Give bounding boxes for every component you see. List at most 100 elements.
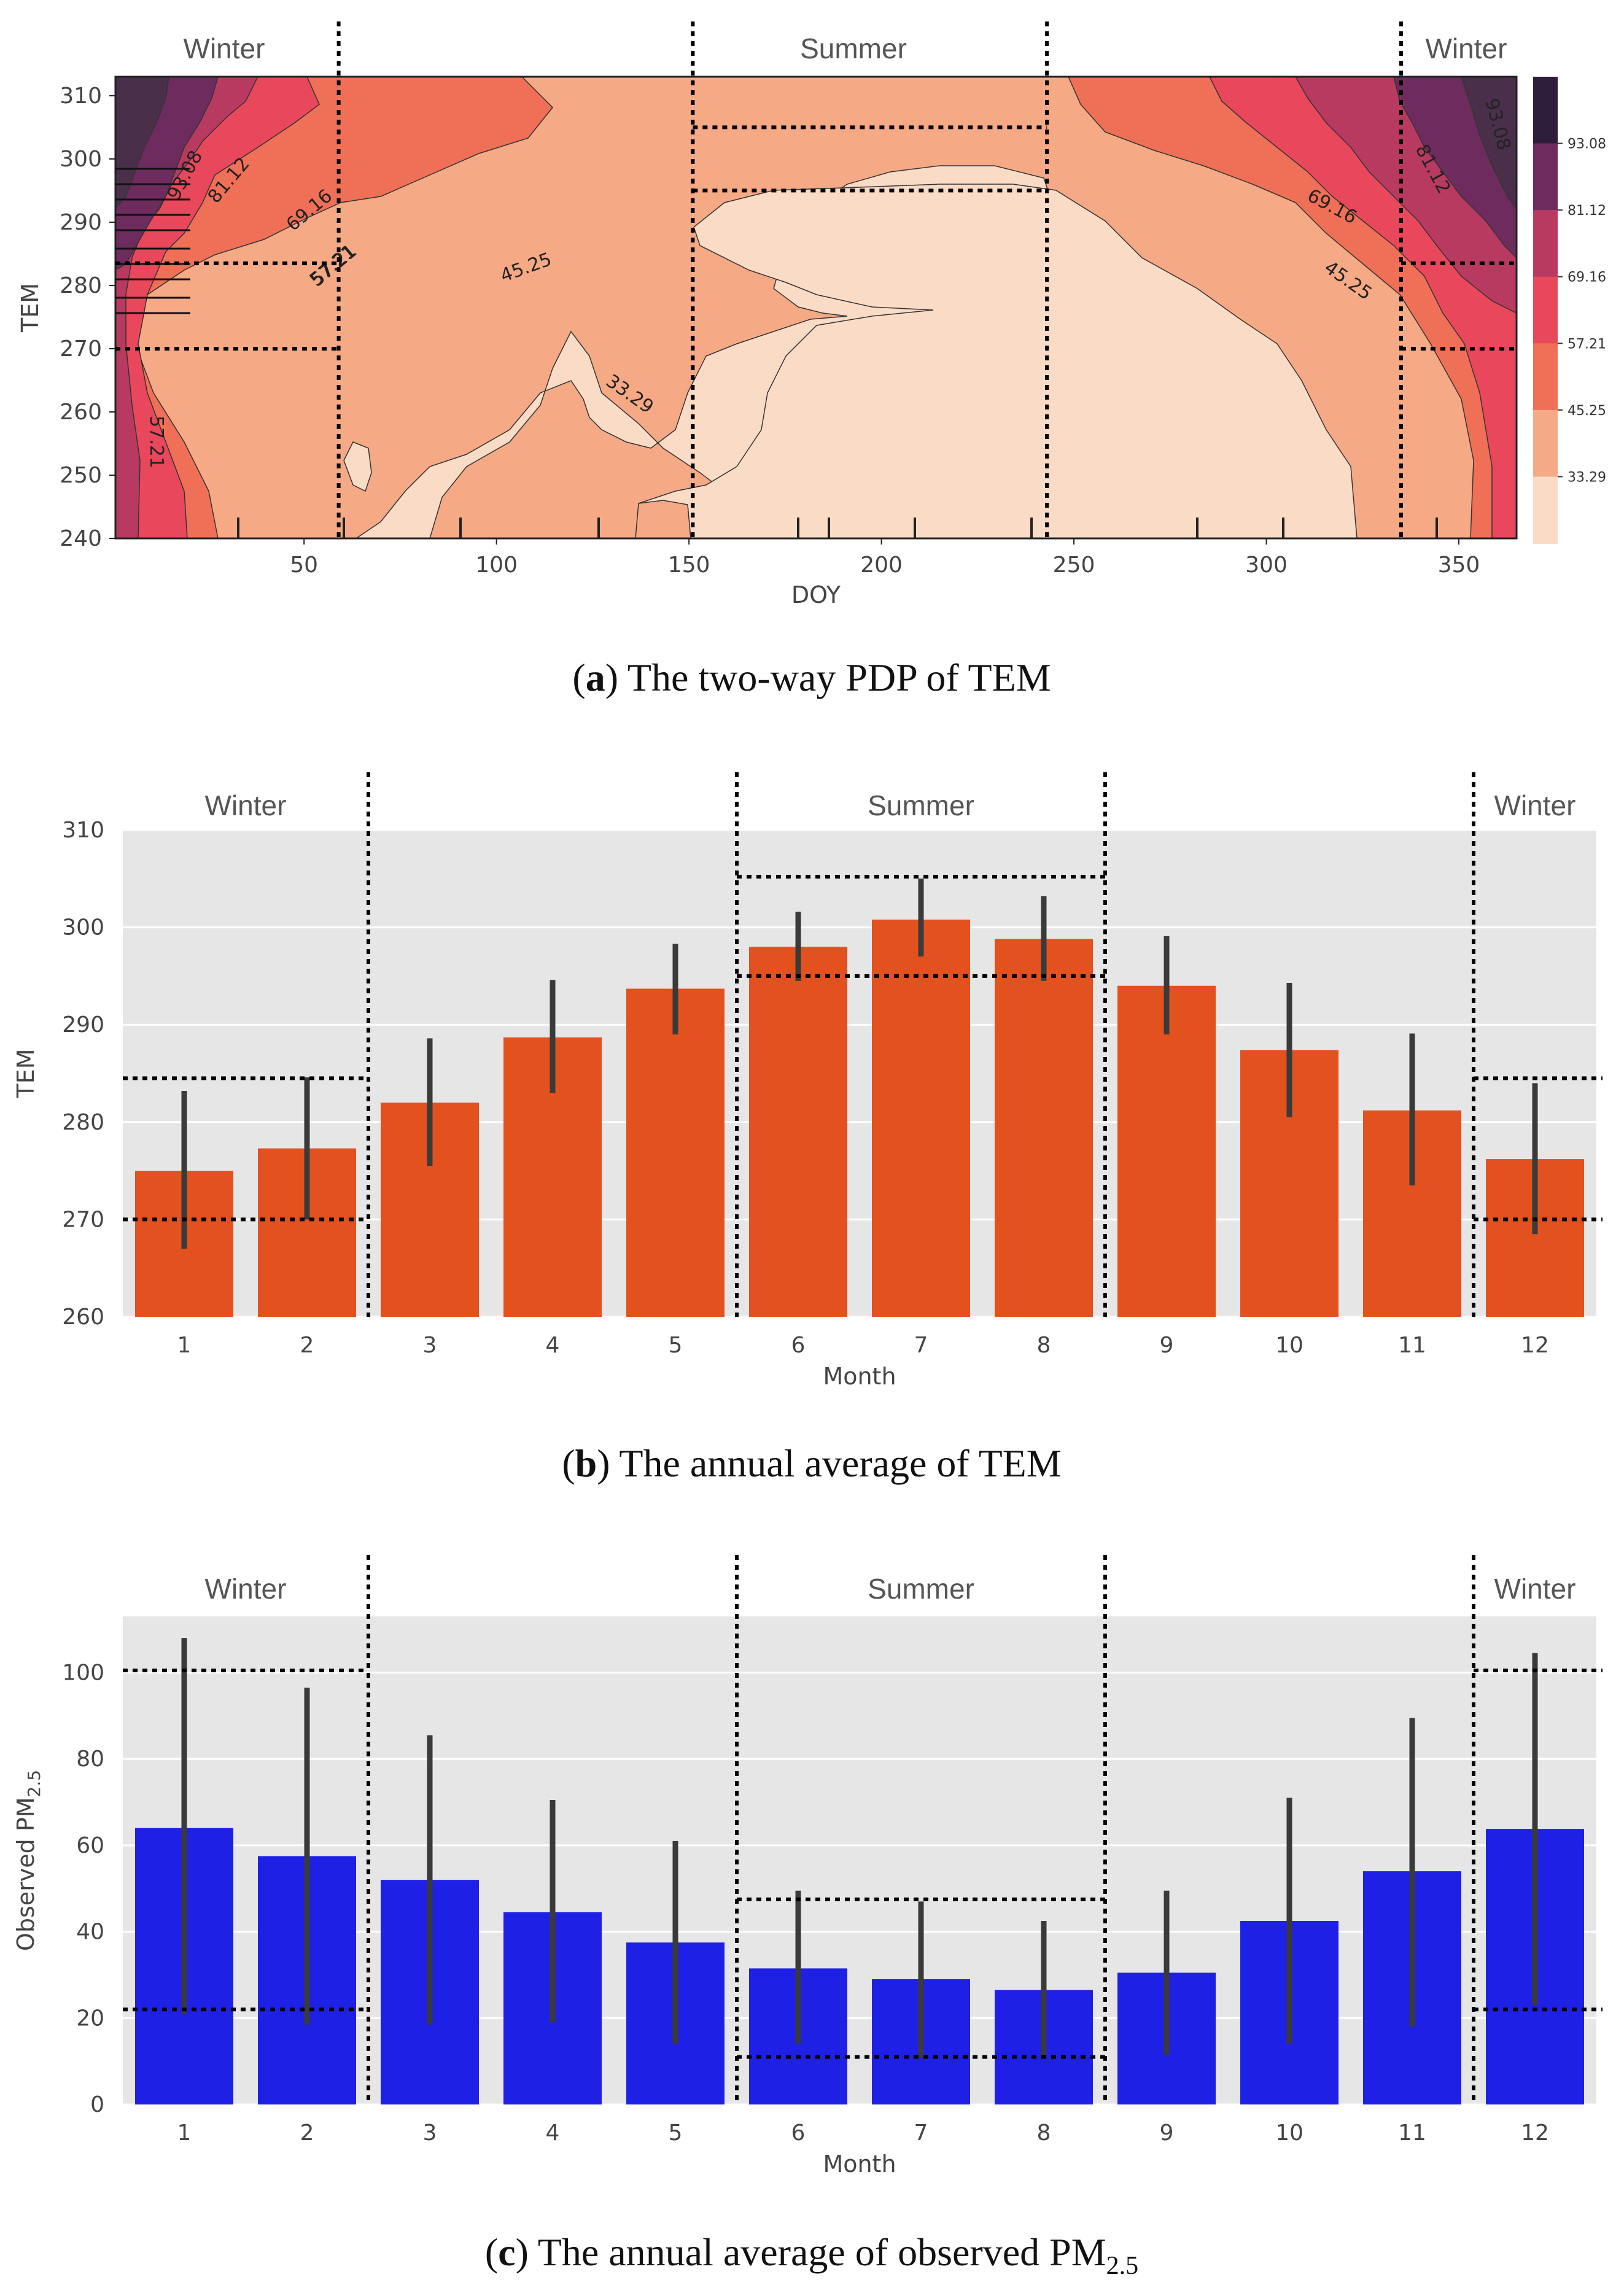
season-label: Winter (205, 789, 287, 821)
y-tick-label: 270 (62, 1207, 104, 1232)
x-tick-label: 200 (860, 553, 903, 578)
x-tick-label: 100 (475, 553, 518, 578)
season-label: Winter (1494, 789, 1576, 821)
season-label: Winter (1494, 1573, 1576, 1605)
colorbar-label: 93.08 (1568, 137, 1606, 152)
bar (872, 919, 970, 1317)
y-tick-label: 240 (60, 526, 102, 551)
y-tick-label: 250 (60, 463, 102, 488)
colorbar-label: 69.16 (1568, 270, 1606, 285)
x-tick-label: 12 (1521, 1333, 1549, 1358)
x-tick-label: 5 (669, 2120, 683, 2146)
contour-island-left (343, 441, 372, 492)
season-label: Winter (205, 1573, 287, 1605)
season-label: Summer (800, 33, 907, 64)
season-label: Summer (868, 789, 974, 821)
pdp-guide-lines (115, 21, 1517, 538)
y-tick-label: 80 (76, 1747, 104, 1772)
y-tick-label: 20 (76, 2006, 104, 2031)
colorbar-segment (1533, 276, 1558, 344)
x-tick-label: 8 (1037, 2120, 1051, 2146)
season-label: Summer (868, 1573, 974, 1605)
y-tick-label: 100 (62, 1660, 104, 1685)
contour-fills (115, 77, 1517, 538)
y-tick-label: 310 (62, 818, 104, 843)
colorbar-label: 81.12 (1568, 203, 1606, 219)
x-tick-label: 5 (669, 1333, 683, 1358)
tem-caption: (b) The annual average of TEM (562, 1441, 1061, 1485)
contour-label: 57.21 (146, 416, 167, 468)
x-tick-label: 7 (914, 1333, 928, 1358)
x-tick-label: 6 (791, 2120, 806, 2146)
x-tick-label: 9 (1160, 2120, 1174, 2146)
x-tick-label: 350 (1438, 553, 1480, 578)
y-axis-label-sub: 2.5 (24, 1770, 44, 1798)
colorbar: 93.08 81.12 69.16 57.21 45.25 33.29 (1533, 77, 1606, 544)
colorbar-label: 33.29 (1568, 470, 1606, 485)
colorbar-label: 57.21 (1568, 336, 1606, 352)
y-axis-label: Observed PM2.5 (12, 1770, 44, 1951)
y-tick-label: 290 (62, 1012, 104, 1037)
contour-left-93 (115, 77, 169, 210)
colorbar-segment (1533, 409, 1558, 478)
x-axis-label: DOY (791, 581, 841, 608)
x-tick-label: 1 (177, 2120, 192, 2146)
x-tick-label: 11 (1398, 1333, 1426, 1358)
x-tick-label: 1 (177, 1333, 192, 1358)
x-tick-label: 300 (1245, 553, 1288, 578)
y-tick-label: 310 (60, 83, 102, 109)
x-tick-label: 8 (1037, 1333, 1051, 1358)
y-tick-label: 40 (76, 1920, 104, 1945)
x-axis-label: Month (823, 2151, 896, 2178)
bar (749, 947, 847, 1317)
y-tick-label: 300 (62, 915, 104, 941)
bar (626, 988, 725, 1317)
contour-island-bottom (635, 500, 691, 538)
x-tick-label: 7 (914, 2120, 928, 2146)
y-tick-label: 280 (62, 1110, 104, 1135)
pdp-caption: (a) The two-way PDP of TEM (572, 656, 1051, 699)
bar (995, 939, 1093, 1317)
x-tick-label: 150 (668, 553, 710, 578)
season-label: Winter (1426, 33, 1507, 64)
x-tick-label: 250 (1053, 553, 1095, 578)
x-tick-label: 4 (546, 2120, 560, 2146)
pm25-caption: (c) The annual average of observed PM2.5 (485, 2230, 1138, 2280)
pdp-season-labels: Winter Summer Winter (184, 33, 1507, 64)
x-tick-label: 50 (290, 553, 318, 578)
x-tick-label: 10 (1275, 1333, 1303, 1358)
y-tick-label: 260 (62, 1305, 104, 1330)
y-tick-label: 0 (90, 2092, 104, 2117)
x-tick-label: 4 (546, 1333, 560, 1358)
y-tick-label: 260 (60, 400, 102, 425)
colorbar-segment (1533, 476, 1558, 544)
colorbar-segment (1533, 77, 1558, 144)
pdp-axes: 50 100 150 200 250 300 350 240 250 260 270 280 290 30… (17, 83, 1480, 608)
colorbar-segment (1533, 143, 1558, 211)
season-label: Winter (184, 33, 265, 64)
y-tick-label: 270 (60, 336, 102, 362)
x-tick-label: 2 (300, 1333, 314, 1358)
y-axis-label-main: TEM (12, 1049, 39, 1098)
bar (1117, 985, 1216, 1317)
x-axis-label: Month (823, 1363, 896, 1390)
x-tick-label: 3 (423, 1333, 437, 1358)
x-tick-label: 3 (423, 2120, 437, 2146)
y-axis-label: TEM (17, 283, 44, 333)
colorbar-segment (1533, 210, 1558, 277)
contour-left-45 (115, 77, 554, 538)
x-tick-label: 2 (300, 2120, 314, 2146)
y-axis-label-main: Observed PM (12, 1797, 39, 1951)
pdp-plot-frame (114, 76, 1518, 540)
y-tick-label: 60 (76, 1833, 104, 1858)
y-tick-label: 290 (60, 210, 102, 235)
x-tick-label: 10 (1275, 2120, 1303, 2146)
colorbar-label: 45.25 (1568, 403, 1606, 419)
y-tick-label: 280 (60, 273, 102, 298)
contour-center-33-top (638, 184, 1358, 538)
x-tick-label: 9 (1160, 1333, 1174, 1358)
